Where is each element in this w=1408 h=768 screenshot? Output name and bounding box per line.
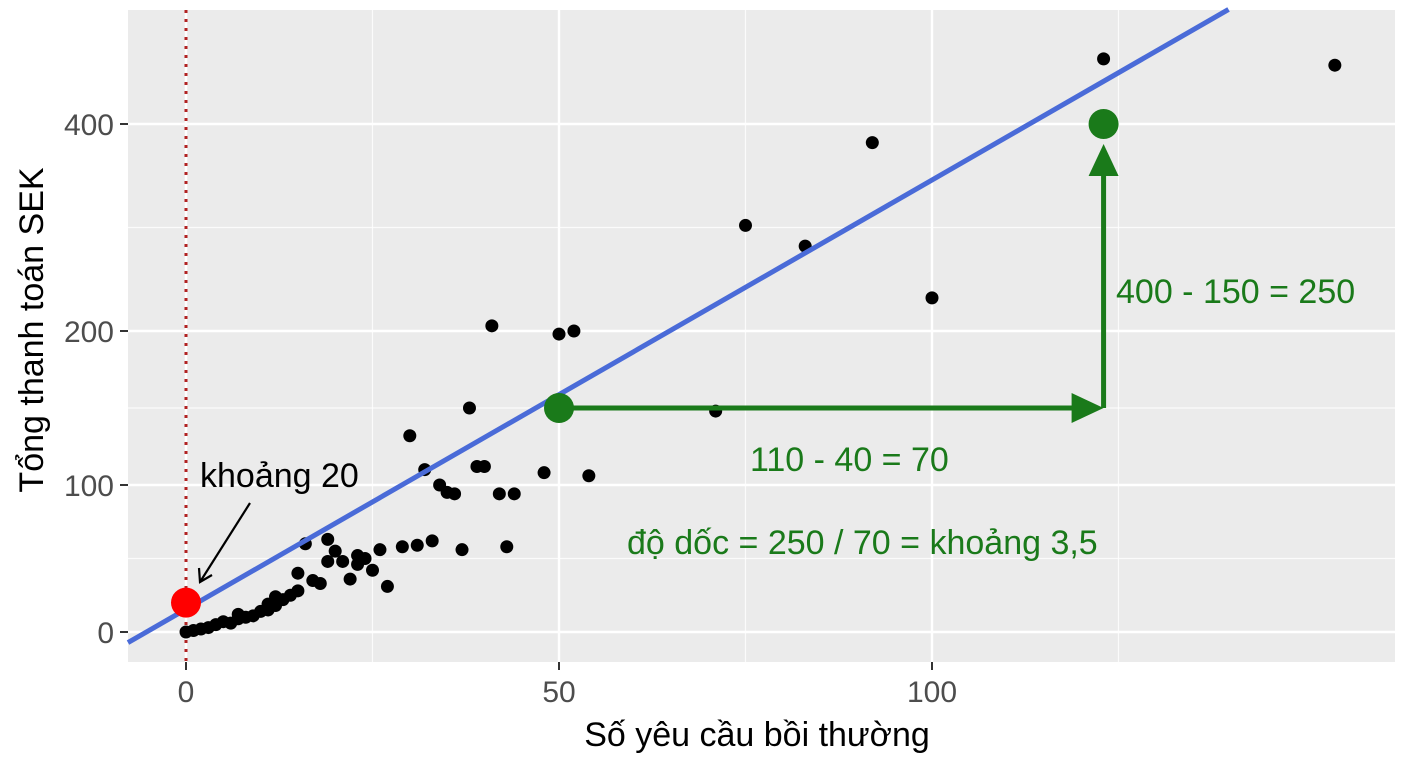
- data-point: [552, 327, 566, 341]
- y-tick-label: 200: [64, 316, 114, 349]
- x-tick-label: 50: [542, 676, 575, 709]
- data-point: [567, 324, 581, 338]
- data-point: [321, 554, 335, 568]
- y-axis-ticks: 0 100 200 400: [64, 109, 128, 650]
- slope-point: [544, 393, 574, 423]
- data-point: [380, 579, 394, 593]
- data-point: [492, 487, 506, 501]
- intercept-point: [171, 587, 201, 618]
- y-tick-label: 100: [64, 470, 114, 503]
- rise-arrow-head: [1088, 144, 1119, 176]
- data-point: [358, 552, 372, 565]
- slope-annotation: độ dốc = 250 / 70 = khoảng 3,5: [627, 524, 1098, 562]
- y-tick-label: 400: [64, 109, 114, 142]
- data-point: [500, 540, 514, 554]
- data-point: [373, 543, 387, 557]
- data-point: [485, 319, 499, 333]
- data-point: [291, 566, 305, 580]
- data-point: [336, 554, 350, 568]
- data-point: [507, 487, 521, 501]
- data-point: [425, 534, 439, 548]
- data-point: [1328, 58, 1342, 72]
- data-point: [448, 487, 462, 501]
- data-point: [455, 543, 469, 557]
- intercept-arrow: [199, 502, 251, 583]
- rise-annotation: 400 - 150 = 250: [1116, 273, 1355, 311]
- run-annotation: 110 - 40 = 70: [750, 441, 949, 479]
- intercept-label: khoảng 20: [200, 457, 359, 495]
- data-point: [328, 544, 342, 558]
- slope-points: [544, 109, 1119, 423]
- data-point: [537, 466, 551, 480]
- x-tick-label: 0: [178, 676, 195, 709]
- data-point: [321, 532, 335, 546]
- data-point: [403, 429, 417, 443]
- data-point: [925, 291, 939, 305]
- data-point: [410, 538, 424, 552]
- data-point: [1097, 52, 1111, 66]
- data-point: [313, 576, 327, 590]
- x-tick-label: 100: [907, 676, 957, 709]
- slope-arrows: [559, 144, 1119, 423]
- x-axis-title: Số yêu cầu bồi thường: [584, 716, 930, 754]
- data-point: [865, 136, 879, 150]
- intercept-arrow-head: [197, 567, 213, 584]
- data-point: [395, 540, 409, 554]
- data-point: [343, 572, 357, 586]
- regression-line: [126, 7, 1230, 645]
- data-point: [366, 563, 379, 577]
- run-arrow-head: [1071, 393, 1104, 423]
- data-point: [291, 584, 305, 598]
- plot-panel: [128, 10, 1395, 662]
- y-axis-title: Tổng thanh toán SEK: [13, 167, 51, 492]
- data-point: [477, 460, 491, 474]
- x-axis-ticks: 0 50 100: [178, 662, 957, 709]
- data-point: [739, 218, 752, 232]
- data-point: [462, 401, 476, 415]
- slope-point: [1088, 109, 1119, 139]
- y-tick-label: 0: [97, 617, 114, 650]
- data-point: [582, 469, 596, 483]
